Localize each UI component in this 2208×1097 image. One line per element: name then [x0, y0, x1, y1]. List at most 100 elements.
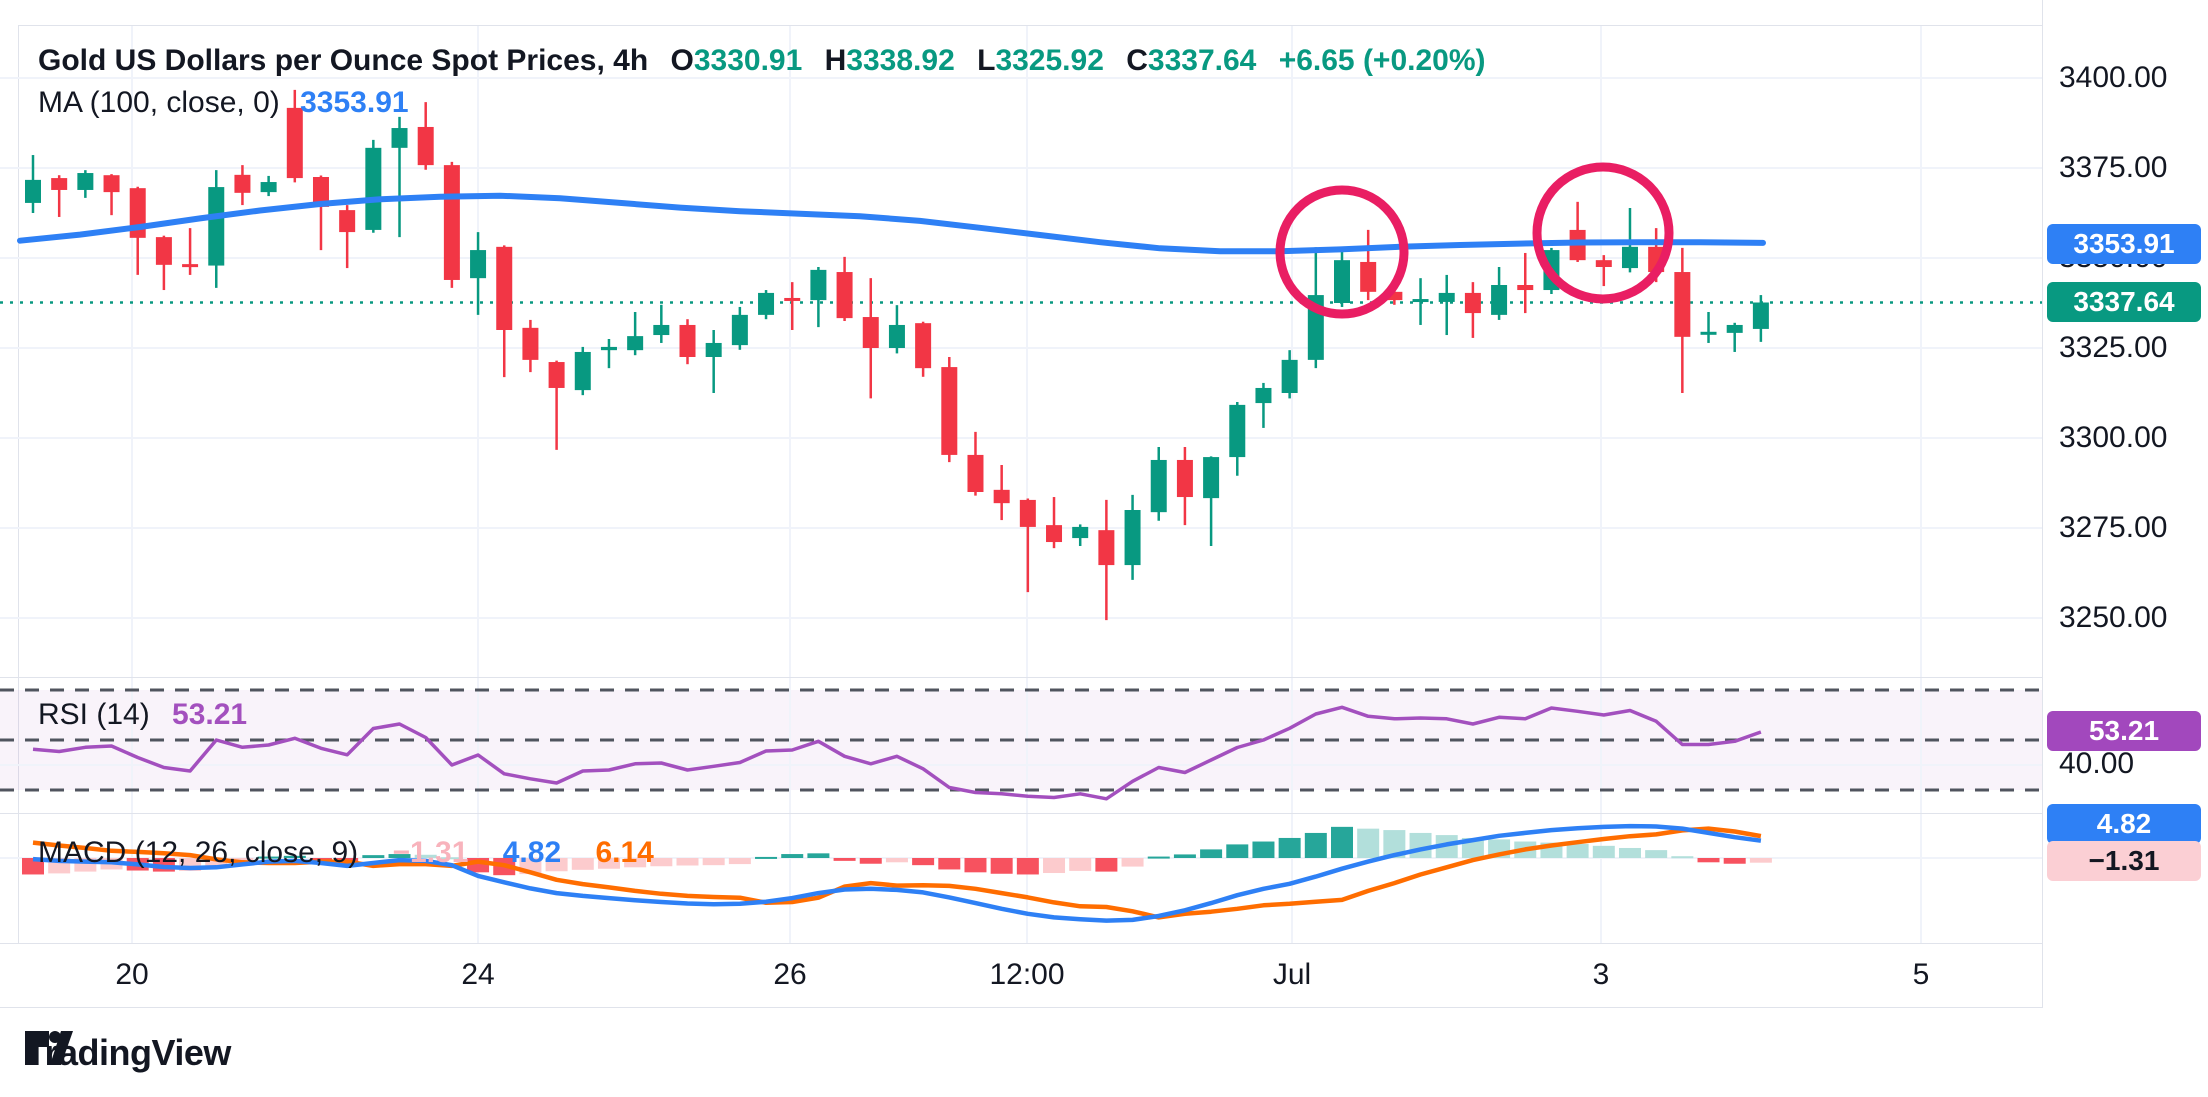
time-tick: 3: [1592, 958, 1610, 991]
rsi-legend[interactable]: RSI (14) 53.21: [38, 698, 247, 732]
rsi-line[interactable]: [32, 705, 1762, 801]
candle-body: [888, 324, 905, 348]
candle-body: [1098, 530, 1115, 566]
candle-body: [1334, 260, 1350, 303]
candle-body: [1412, 299, 1429, 303]
open-value: 3330.91: [693, 44, 803, 77]
macd-hist-bar: [1671, 856, 1694, 859]
price-tick: 3275.00: [2059, 511, 2168, 544]
macd-hist-bar: [1331, 826, 1353, 858]
macd-chart-canvas[interactable]: [0, 814, 2042, 944]
macd-line[interactable]: [32, 823, 1762, 923]
candle-body: [810, 269, 827, 301]
macd-hist-value: −1.31: [392, 836, 469, 869]
candle-body: [339, 210, 356, 233]
macd-hist-bar: [1592, 845, 1615, 858]
candle-body: [627, 336, 644, 351]
candles: [25, 89, 1769, 621]
time-tick: 26: [773, 958, 807, 991]
tradingview-logo[interactable]: TradingView: [25, 1030, 231, 1076]
macd-hist-bar: [1200, 849, 1223, 858]
ma-legend[interactable]: MA (100, close, 0) 3353.91: [38, 86, 409, 120]
candle-body: [993, 489, 1010, 504]
rsi-chart-canvas[interactable]: [0, 678, 2042, 814]
low-value: 3325.92: [995, 44, 1104, 77]
candle-body: [967, 454, 984, 492]
macd-hist-bar: [1749, 858, 1772, 863]
time-tick: Jul: [1272, 958, 1312, 991]
macd-hist-bar: [1043, 858, 1066, 874]
macd-hist-bar: [231, 858, 254, 861]
macd-hist-bar: [1173, 854, 1196, 858]
candle-body: [1700, 331, 1717, 335]
macd-hist-bar: [1723, 858, 1746, 864]
candle-body: [77, 173, 94, 190]
macd-hist-bar: [755, 856, 778, 859]
macd-hist-bar: [1383, 830, 1406, 858]
candle-body: [1517, 285, 1534, 291]
macd-hist-bar: [1016, 858, 1039, 875]
symbol-legend[interactable]: Gold US Dollars per Ounce Spot Prices, 4…: [38, 44, 1486, 78]
macd-label: MACD (12, 26, close, 9): [38, 836, 359, 869]
macd-hist-bar: [414, 854, 437, 858]
price-tick: 3250.00: [2059, 601, 2168, 634]
price-pane[interactable]: Gold US Dollars per Ounce Spot Prices, 4…: [0, 0, 2208, 677]
candle-body: [1386, 291, 1403, 301]
macd-badge-blue: 4.82: [2047, 804, 2201, 844]
ma-label: MA (100, close, 0): [38, 86, 280, 119]
rsi-pane[interactable]: RSI (14) 53.21: [0, 677, 2208, 814]
candle-body: [443, 165, 460, 280]
close-label: C: [1126, 44, 1148, 77]
low-label: L: [977, 44, 996, 77]
candle-body: [915, 323, 932, 369]
macd-hist-bar: [1566, 844, 1589, 858]
candle-body: [1019, 499, 1036, 527]
candle-body: [1360, 261, 1377, 292]
candle-body: [784, 297, 801, 301]
candle-body: [286, 107, 303, 179]
macd-hist-bar: [807, 853, 830, 858]
candle-body: [208, 187, 225, 266]
candle-body: [522, 327, 539, 360]
time-tick: 12:00: [989, 958, 1065, 991]
macd-hist-bar: [624, 858, 647, 868]
macd-hist-bar: [283, 855, 306, 858]
macd-hist-bar: [362, 855, 385, 858]
candle-body: [1726, 324, 1743, 333]
candle-body: [470, 250, 487, 279]
candle-body: [25, 179, 41, 203]
macd-hist-bar: [859, 858, 882, 864]
price-tick: 3400.00: [2059, 61, 2168, 94]
macd-hist-bar: [1147, 856, 1170, 859]
candle-body: [1464, 292, 1481, 314]
macd-hist-bar: [257, 856, 280, 859]
candle-body: [600, 346, 617, 351]
annotation-circle[interactable]: [1532, 162, 1674, 304]
price-axis[interactable]: 3400.003375.003350.003325.003300.003275.…: [2042, 0, 2208, 1008]
close-value: 3337.64: [1147, 44, 1257, 77]
candle-body: [758, 292, 775, 315]
price-tick: 3325.00: [2059, 331, 2168, 364]
candle-body: [1491, 285, 1508, 315]
macd-pane[interactable]: MACD (12, 26, close, 9) −1.31 4.82 6.14: [0, 813, 2208, 944]
candle-body: [260, 182, 277, 193]
ma-line[interactable]: [17, 192, 1766, 255]
rsi-badge: 53.21: [2047, 710, 2201, 751]
high-label: H: [824, 44, 847, 77]
rsi-value: 53.21: [172, 698, 248, 731]
candle-body: [1674, 272, 1691, 337]
candle-body: [1438, 292, 1455, 302]
candle-body: [705, 342, 722, 357]
macd-line-value: 4.82: [502, 836, 562, 869]
time-axis[interactable]: 20 24 26 12:00 Jul 3 5: [0, 943, 2208, 1008]
candle-body: [365, 147, 382, 230]
rsi-label: RSI (14): [38, 698, 150, 731]
tradingview-logo-icon: [25, 1031, 73, 1065]
price-chart-canvas[interactable]: [0, 0, 2042, 677]
annotation-circle[interactable]: [1275, 185, 1409, 319]
candle-body: [1203, 457, 1220, 499]
candle-body: [862, 317, 879, 348]
candle-body: [51, 178, 68, 190]
candle-body: [391, 128, 408, 148]
macd-legend[interactable]: MACD (12, 26, close, 9) −1.31 4.82 6.14: [38, 836, 654, 870]
